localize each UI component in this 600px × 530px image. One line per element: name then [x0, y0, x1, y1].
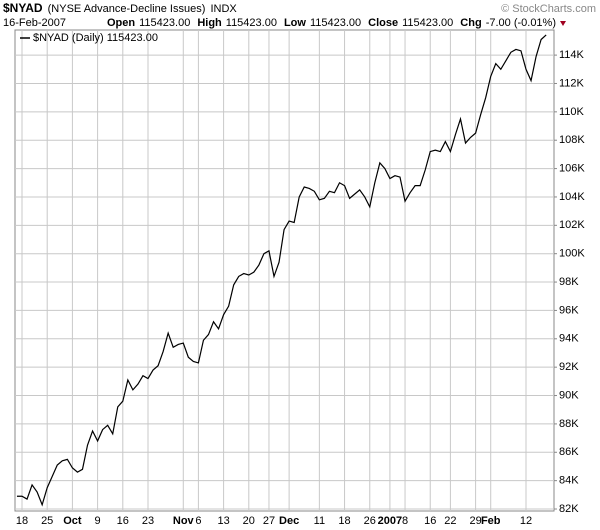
x-tick-label: 11	[314, 515, 325, 527]
y-tick-label: 84K	[559, 475, 579, 487]
quote-value: 115423.00	[310, 17, 361, 29]
y-tick-label: 82K	[559, 503, 579, 515]
y-tick-label: 110K	[559, 106, 585, 118]
y-tick-label: 112K	[559, 77, 585, 89]
x-tick-label: 20	[243, 515, 255, 527]
quote-label: Open	[107, 17, 135, 29]
grid	[15, 30, 554, 511]
x-tick-label: 16	[117, 515, 129, 527]
y-tick-label: 94K	[559, 333, 579, 345]
y-tick-label: 106K	[559, 162, 585, 174]
quote-label: Low	[284, 17, 306, 29]
y-tick-label: 102K	[559, 219, 585, 231]
quote-value: -7.00 (-0.01%)	[486, 17, 556, 29]
x-tick-label: 18	[338, 515, 350, 527]
y-tick-label: 92K	[559, 361, 579, 373]
y-tick-label: 100K	[559, 248, 585, 260]
description: (NYSE Advance-Decline Issues)	[48, 3, 206, 15]
y-tick-label: 108K	[559, 134, 585, 146]
symbol: $NYAD	[3, 1, 43, 15]
quote-value: 115423.00	[402, 17, 453, 29]
x-tick-label: 9	[95, 515, 101, 527]
watermark: © StockCharts.com	[501, 3, 596, 15]
y-tick-label: 114K	[559, 49, 585, 61]
y-tick-label: 88K	[559, 418, 579, 430]
x-tick-label: 22	[444, 515, 456, 527]
legend-label: $NYAD (Daily) 115423.00	[33, 32, 158, 44]
x-tick-label: 16	[424, 515, 436, 527]
quote-label: High	[197, 17, 222, 29]
quote-label: Close	[368, 17, 398, 29]
x-tick-label: 26	[364, 515, 376, 527]
x-tick-label: Feb	[481, 515, 501, 527]
quote-value: 115423.00	[226, 17, 277, 29]
y-tick-label: 98K	[559, 276, 579, 288]
x-tick-label: Oct	[63, 515, 82, 527]
y-tick-label: 96K	[559, 304, 579, 316]
plot-frame	[14, 29, 555, 512]
x-tick-label: 27	[263, 515, 275, 527]
date: 16-Feb-2007	[3, 17, 66, 29]
x-tick-label: Dec	[279, 515, 299, 527]
quote-label: Chg	[460, 17, 481, 29]
exchange: INDX	[210, 3, 237, 15]
quote-value: 115423.00	[139, 17, 190, 29]
x-tick-label: 29	[469, 515, 481, 527]
x-tick-label: 25	[41, 515, 53, 527]
x-tick-label: 12	[520, 515, 532, 527]
y-tick-label: 86K	[559, 446, 579, 458]
chart-header: $NYAD (NYSE Advance-Decline Issues) INDX	[3, 1, 237, 15]
x-tick-label: 6	[195, 515, 201, 527]
x-tick-label: 18	[16, 515, 28, 527]
series-line	[16, 34, 547, 507]
x-tick-label: 23	[142, 515, 154, 527]
change-arrow	[560, 21, 566, 26]
quote: Open 115423.00 High 115423.00 Low 115423.00 Cl…	[107, 17, 556, 29]
x-tick-label: 8	[402, 515, 408, 527]
y-tick-label: 90K	[559, 389, 579, 401]
x-tick-label: Nov	[173, 515, 195, 527]
y-tick-label: 104K	[559, 191, 585, 203]
x-tick-label: 13	[217, 515, 229, 527]
x-tick-label: 2007	[378, 515, 402, 527]
